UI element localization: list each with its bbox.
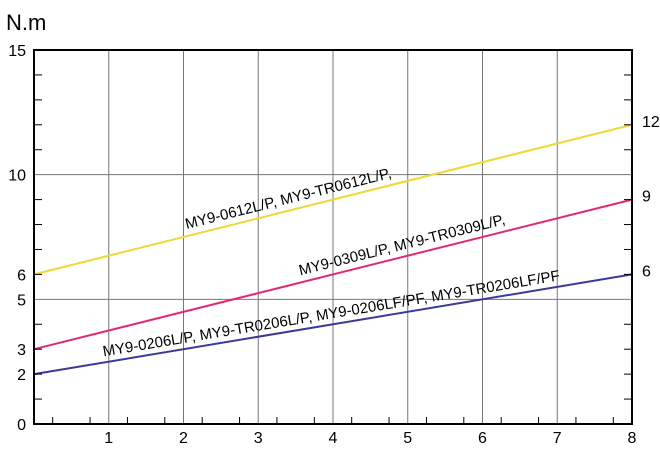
x-tick-label: 3 [254,430,263,447]
series-end-value: 6 [642,263,651,280]
y-tick-label: 6 [17,267,26,284]
y-tick-label: 15 [8,43,26,60]
series-end-value: 12 [642,114,660,131]
axis-ticks: 0 2 3 5 6 10 15 1 2 3 4 5 6 7 8 [8,43,636,447]
x-tick-label: 5 [403,430,412,447]
y-tick-label: 3 [17,342,26,359]
y-axis-unit-label: N.m [6,10,46,35]
series-line [33,198,633,351]
series-line [33,123,633,276]
series-label: MY9-0309L/P, MY9-TR0309L/P, [297,211,507,279]
series-end-value: 9 [642,189,651,206]
x-tick-label: 7 [553,430,562,447]
plot-frame [33,49,633,425]
series-line [33,273,633,376]
y-tick-label: 5 [17,292,26,309]
x-tick-label: 8 [628,430,637,447]
y-tick-label: 0 [17,417,26,434]
series-label: MY9-0206L/P, MY9-TR0206L/P, MY9-0206LF/P… [102,267,562,360]
x-tick-label: 6 [478,430,487,447]
y-tick-label: 2 [17,367,26,384]
x-tick-label: 2 [179,430,188,447]
x-tick-label: 1 [104,430,113,447]
grid [34,50,632,424]
x-tick-label: 4 [329,430,338,447]
series-lines [33,123,633,376]
y-tick-label: 10 [8,168,26,185]
